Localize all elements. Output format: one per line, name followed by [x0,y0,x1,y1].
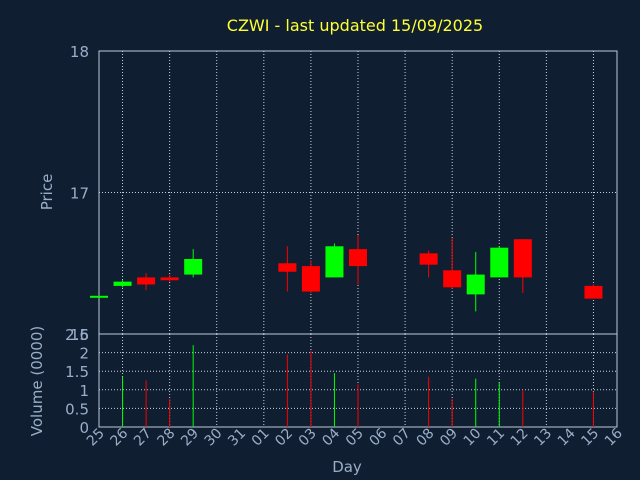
x-tick-label: 31 [225,426,249,450]
x-tick-label: 12 [508,426,532,450]
candle-body [113,281,132,286]
price-panel: 16 17 18 [70,43,618,344]
candle-body [443,270,462,288]
volume-tick-label: 0.5 [65,400,89,418]
x-tick-label: 11 [484,426,508,450]
candle-body [90,295,108,298]
x-tick-label: 04 [319,425,343,449]
x-tick-label: 13 [531,426,555,450]
volume-tick-label: 2 [79,345,89,363]
candle-body [137,277,156,285]
price-tick-label: 18 [70,43,89,61]
candle-body [301,266,320,292]
x-tick-label: 27 [131,426,155,450]
candle-body [160,277,179,281]
volume-tick-label: 1.5 [65,363,89,381]
x-tick-label: 09 [437,426,461,450]
candle-body [490,247,509,278]
candle-body [419,253,438,265]
x-tick-label: 01 [249,426,273,450]
x-tick-label: 05 [343,426,367,450]
candle-body [349,249,367,267]
price-tick-label: 17 [70,185,89,203]
candle-body [584,285,603,299]
x-tick-label: 16 [602,425,626,449]
volume-tick-label: 2.5 [65,326,89,344]
y-axis-label-volume: Volume (0000) [28,326,46,436]
x-tick-label: 06 [366,425,390,449]
x-tick-label: 02 [272,426,296,450]
x-tick-label: 26 [107,425,131,449]
x-tick-label: 07 [390,426,414,450]
x-tick-label: 30 [202,426,226,450]
volume-panel: 00.511.522.525 26 27 28 29 30 31 01 02 03 04 05 06 07… [65,326,626,449]
x-tick-label: 14 [555,425,579,449]
x-tick-label: 29 [178,426,202,450]
candle-body [513,239,532,278]
chart-title: CZWI - last updated 15/09/2025 [227,16,483,35]
x-tick-label: 10 [461,426,485,450]
price-tick-label: 16 [70,326,89,344]
x-tick-label: 03 [296,426,320,450]
candle-body [184,259,203,275]
candle-body [278,263,297,272]
volume-tick-label: 0 [79,419,89,437]
candle-body [466,274,485,295]
y-axis-label-price: Price [38,174,56,211]
x-axis-label: Day [332,458,362,476]
x-tick-label: 08 [414,426,438,450]
x-tick-label: 15 [578,426,602,450]
x-tick-label: 28 [155,426,179,450]
volume-tick-label: 1 [79,382,89,400]
candle-body [325,246,344,278]
